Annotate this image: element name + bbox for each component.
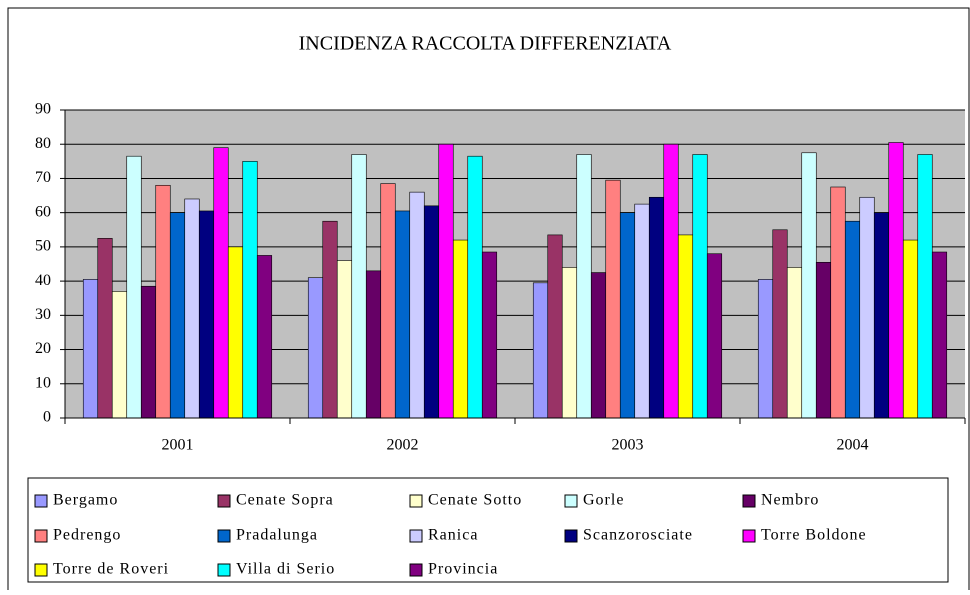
bar: [198, 210, 215, 419]
bar: [859, 196, 875, 419]
bar: [815, 261, 832, 419]
bar: [155, 184, 171, 419]
bar: [140, 285, 157, 419]
bar: [82, 279, 99, 419]
legend-label: Bergamo: [53, 492, 118, 509]
x-tick-label: 2003: [612, 437, 644, 454]
legend-swatch: [564, 494, 578, 508]
bar: [757, 279, 774, 419]
legend-swatch: [217, 563, 231, 577]
bar: [467, 155, 483, 419]
legend-label: Pedrengo: [53, 527, 121, 544]
bar: [648, 196, 665, 419]
bar: [307, 277, 324, 419]
legend-swatch: [34, 563, 48, 577]
legend-swatch: [742, 494, 756, 508]
bar: [902, 239, 919, 419]
legend-label: Cenate Sotto: [428, 492, 522, 509]
bar: [619, 212, 636, 419]
bar: [409, 191, 425, 419]
y-tick-label: 40: [35, 272, 51, 289]
x-tick-label: 2002: [387, 437, 419, 454]
legend-box: [27, 477, 949, 583]
bar: [256, 255, 273, 419]
bar: [213, 147, 229, 419]
bar: [380, 183, 396, 419]
bar: [97, 238, 113, 419]
y-tick-label: 20: [35, 340, 51, 357]
y-tick-label: 90: [35, 101, 51, 118]
chart-title: INCIDENZA RACCOLTA DIFFERENZIATA: [299, 33, 672, 55]
legend-swatch: [409, 563, 423, 577]
bar: [365, 270, 382, 419]
legend-swatch: [34, 529, 48, 543]
legend-label: Provincia: [428, 561, 498, 578]
legend-swatch: [217, 529, 231, 543]
bar: [184, 198, 200, 419]
legend-swatch: [217, 494, 231, 508]
legend-swatch: [742, 529, 756, 543]
bar: [663, 143, 679, 419]
bar: [844, 220, 861, 419]
bar: [532, 282, 549, 419]
legend-label: Gorle: [583, 492, 624, 509]
legend-swatch: [409, 494, 423, 508]
legend-label: Ranica: [428, 527, 478, 544]
bar: [786, 267, 803, 419]
bar: [111, 291, 128, 419]
bar: [576, 154, 592, 419]
x-tick-label: 2004: [837, 437, 869, 454]
y-tick-label: 60: [35, 203, 51, 220]
bar: [677, 234, 694, 419]
legend-label: Villa di Serio: [236, 561, 335, 578]
bar: [126, 155, 142, 419]
bar: [394, 210, 411, 419]
legend-swatch: [564, 529, 578, 543]
legend-label: Torre Boldone: [761, 527, 867, 544]
bar: [888, 142, 904, 419]
bar: [634, 203, 650, 419]
legend-label: Torre de Roveri: [53, 561, 169, 578]
bar: [438, 143, 454, 419]
y-tick-label: 0: [43, 409, 51, 426]
bar: [481, 251, 498, 419]
bar: [547, 234, 563, 419]
bar: [706, 253, 723, 419]
bar: [242, 161, 258, 419]
bar: [322, 220, 338, 419]
legend-label: Cenate Sopra: [236, 492, 334, 509]
legend-label: Pradalunga: [236, 527, 318, 544]
bar: [931, 251, 948, 419]
bar: [336, 260, 353, 419]
y-tick-label: 50: [35, 238, 51, 255]
legend-label: Nembro: [761, 492, 819, 509]
bar: [452, 239, 469, 419]
legend-swatch: [34, 494, 48, 508]
bar: [830, 186, 846, 419]
x-tick-label: 2001: [162, 437, 194, 454]
bar: [351, 154, 367, 419]
bar: [590, 272, 607, 419]
y-tick-label: 30: [35, 306, 51, 323]
legend-label: Scanzorosciate: [583, 527, 693, 544]
y-tick-label: 70: [35, 169, 51, 186]
legend-swatch: [409, 529, 423, 543]
bar: [917, 154, 933, 419]
bar: [227, 246, 244, 419]
y-tick-label: 80: [35, 135, 51, 152]
bar: [801, 152, 817, 419]
bar: [423, 205, 440, 419]
bar: [561, 267, 578, 419]
bar: [692, 154, 708, 419]
bar: [772, 229, 788, 419]
y-tick-label: 10: [35, 374, 51, 391]
bar: [169, 212, 186, 419]
bar: [873, 212, 890, 419]
bar: [605, 179, 621, 419]
